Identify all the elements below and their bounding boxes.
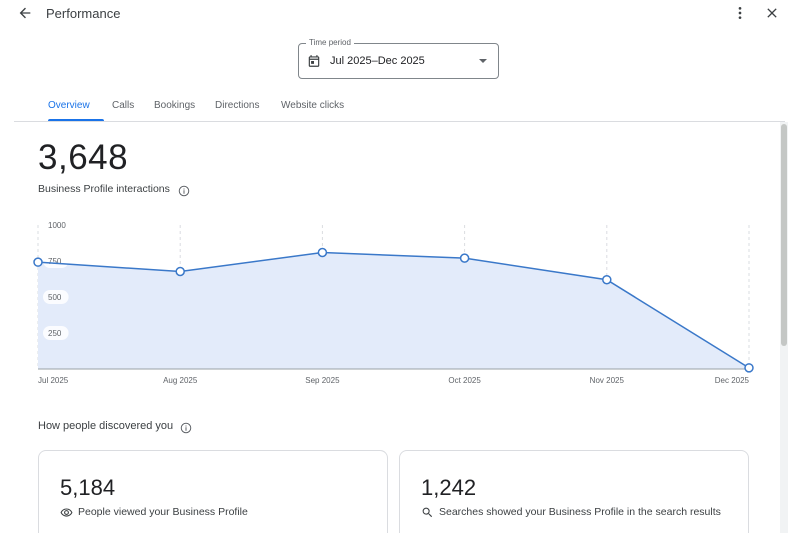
page-title: Performance bbox=[46, 6, 121, 21]
tab-overview[interactable]: Overview bbox=[48, 100, 90, 111]
time-period-select[interactable]: Time period Jul 2025–Dec 2025 bbox=[298, 38, 499, 79]
arrow-left-icon bbox=[17, 5, 33, 26]
x-tick-label: Dec 2025 bbox=[715, 376, 750, 385]
scrollbar-thumb[interactable] bbox=[781, 124, 787, 346]
chart-point bbox=[744, 363, 754, 373]
close-button[interactable] bbox=[761, 4, 783, 26]
total-interactions-value: 3,648 bbox=[38, 138, 129, 177]
more-vert-icon bbox=[732, 5, 748, 26]
card-description: People viewed your Business Profile bbox=[78, 506, 248, 518]
chart-series-line bbox=[37, 251, 750, 369]
tab-website-clicks[interactable]: Website clicks bbox=[281, 100, 345, 111]
back-button[interactable] bbox=[14, 4, 36, 26]
x-tick-label: Nov 2025 bbox=[590, 376, 625, 385]
x-tick-label: Aug 2025 bbox=[163, 376, 198, 385]
tab-directions[interactable]: Directions bbox=[215, 100, 260, 111]
x-tick-label: Oct 2025 bbox=[448, 376, 481, 385]
time-period-value: Jul 2025–Dec 2025 bbox=[330, 55, 425, 67]
chart-point bbox=[317, 247, 328, 258]
active-tab-indicator bbox=[48, 119, 104, 121]
x-tick-label: Jul 2025 bbox=[38, 376, 69, 385]
search-appearances-card[interactable]: 1,242 Searches showed your Business Prof… bbox=[399, 450, 749, 533]
y-tick-label: 750 bbox=[48, 257, 62, 266]
y-tick-label-bg bbox=[43, 290, 69, 304]
y-tick-label: 1000 bbox=[48, 221, 66, 230]
chart-point bbox=[175, 266, 185, 277]
card-value: 5,184 bbox=[60, 475, 116, 500]
discovery-section-title: How people discovered you bbox=[38, 420, 174, 432]
interactions-chart: 250 500 750 1000 Jul 2025 Aug 2025 Sep 2025 Oct… bbox=[33, 221, 754, 385]
chevron-down-icon bbox=[479, 59, 487, 63]
y-tick-label-bg bbox=[43, 326, 69, 340]
search-icon bbox=[421, 506, 434, 519]
total-interactions-label: Business Profile interactions bbox=[38, 183, 170, 195]
profile-views-card[interactable]: 5,184 People viewed your Business Profil… bbox=[38, 450, 388, 533]
card-value: 1,242 bbox=[421, 475, 477, 500]
chart-point bbox=[459, 253, 470, 263]
calendar-icon bbox=[307, 54, 321, 68]
tab-bar: Overview Calls Bookings Directions Websi… bbox=[14, 92, 785, 122]
close-icon bbox=[764, 5, 780, 26]
y-tick-label-bg bbox=[43, 254, 69, 268]
top-bar: Performance bbox=[0, 0, 800, 30]
info-icon[interactable] bbox=[178, 184, 190, 197]
info-icon[interactable] bbox=[180, 421, 192, 434]
chart-area bbox=[38, 252, 749, 369]
time-period-label: Time period bbox=[306, 38, 354, 48]
x-tick-label: Sep 2025 bbox=[305, 376, 340, 385]
card-description: Searches showed your Business Profile in… bbox=[439, 506, 721, 518]
y-tick-label: 500 bbox=[48, 293, 62, 302]
tab-calls[interactable]: Calls bbox=[112, 100, 135, 111]
more-options-button[interactable] bbox=[729, 4, 751, 26]
chart-point bbox=[602, 274, 612, 285]
y-tick-label: 250 bbox=[48, 329, 62, 338]
eye-icon bbox=[60, 506, 73, 519]
chart-point bbox=[33, 257, 43, 267]
tab-bookings[interactable]: Bookings bbox=[154, 100, 196, 111]
